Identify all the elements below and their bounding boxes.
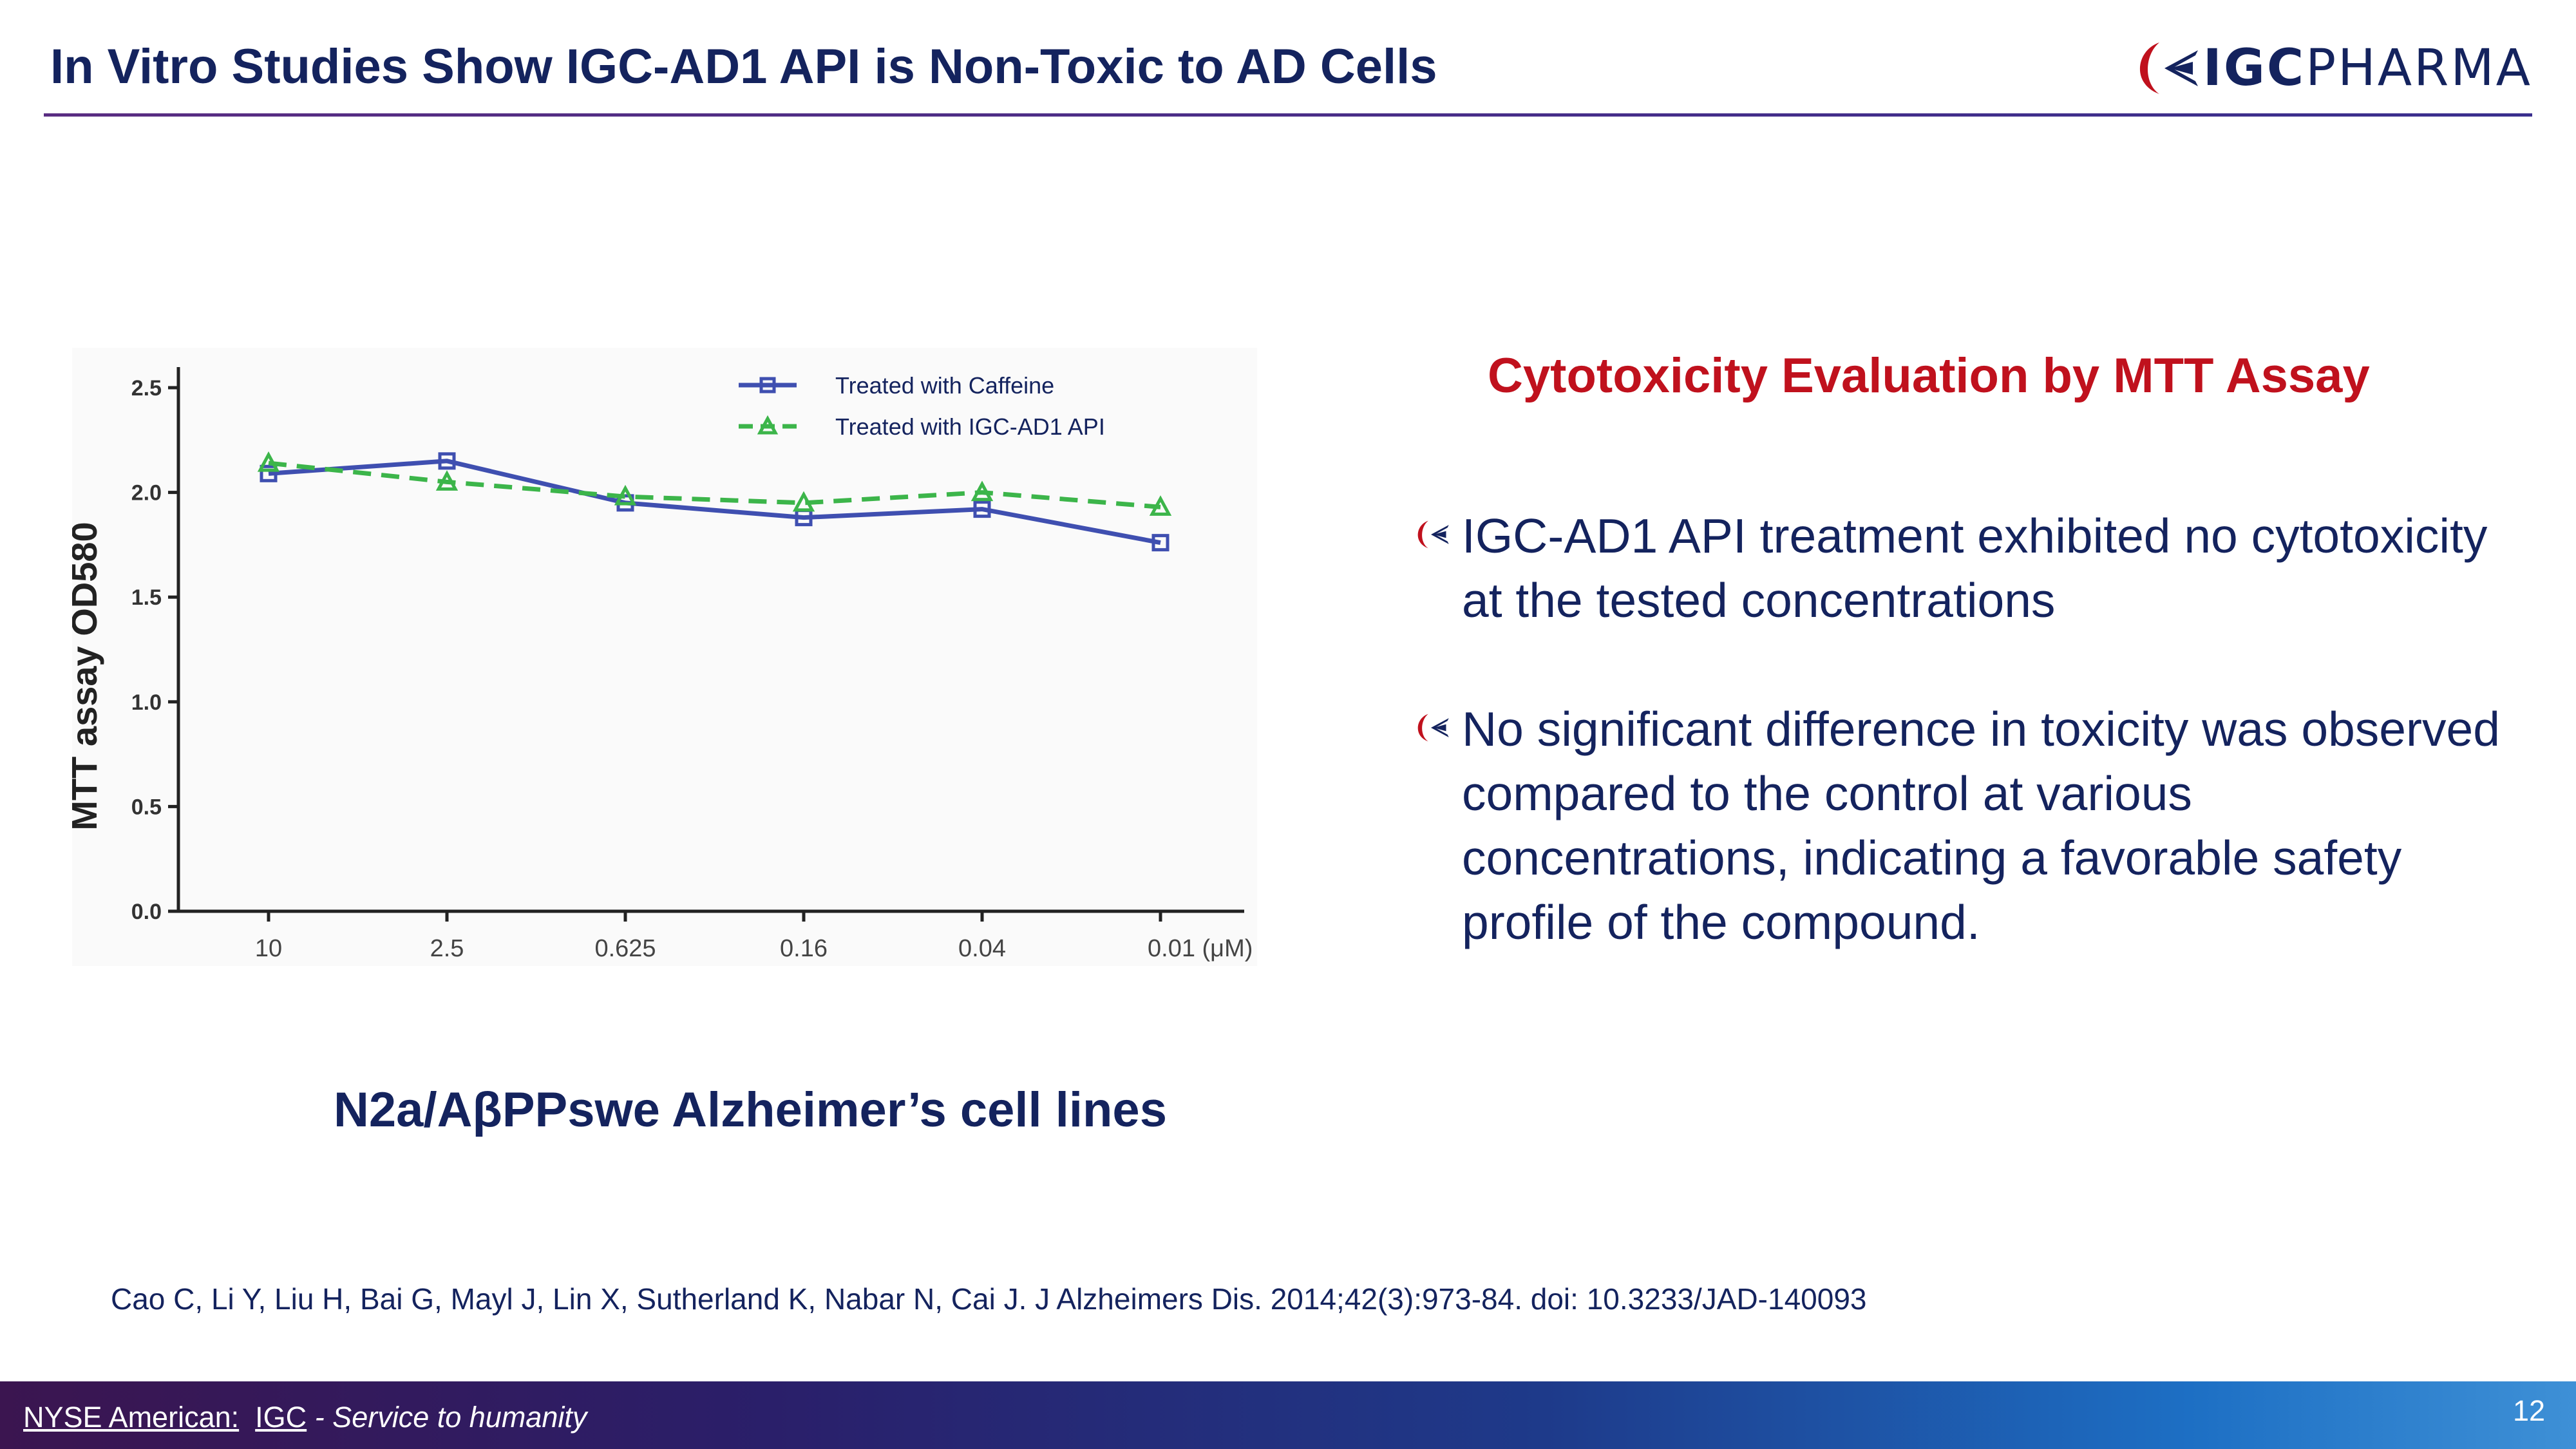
- data-point-caffeine: [260, 464, 278, 482]
- footer-bar: NYSE American: IGC - Service to humanity…: [0, 1381, 2576, 1449]
- series-line-igc-ad1: [268, 460, 1161, 509]
- data-point-caffeine: [438, 452, 456, 470]
- legend-label-caffeine: Treated with Caffeine: [835, 372, 1054, 399]
- logo-text: IGCPHARMA: [2202, 39, 2532, 97]
- data-point-igc-ad1: [435, 470, 459, 491]
- data-point-caffeine: [973, 500, 991, 518]
- y-tick-label: 1.5: [131, 585, 162, 610]
- assay-subtitle: Cytotoxicity Evaluation by MTT Assay: [1488, 348, 2370, 403]
- igc-bullet-icon: [1410, 504, 1462, 632]
- slide-title: In Vitro Studies Show IGC-AD1 API is Non…: [50, 39, 1437, 94]
- data-point-caffeine: [1151, 534, 1170, 552]
- header-divider: [44, 113, 2532, 117]
- data-point-igc-ad1: [971, 480, 994, 502]
- y-axis-label: MTT assay OD580: [72, 522, 104, 830]
- igc-pharma-logo: IGCPHARMA: [2126, 37, 2532, 99]
- page-number: 12: [2512, 1394, 2545, 1427]
- y-tick-label: 1.0: [131, 690, 162, 715]
- data-point-igc-ad1: [257, 451, 280, 472]
- series-line-caffeine: [268, 459, 1161, 545]
- data-point-igc-ad1: [1149, 495, 1172, 516]
- x-tick-label: 0.625: [594, 935, 656, 962]
- bullet-item: IGC-AD1 API treatment exhibited no cytot…: [1410, 504, 2505, 632]
- chart-background: [72, 348, 1257, 966]
- legend-marker-caffeine: [759, 377, 776, 393]
- x-tick-label: 0.01 (μM): [1148, 935, 1253, 962]
- footer-tagline: NYSE American: IGC - Service to humanity: [23, 1401, 587, 1434]
- igc-swoosh-icon: [2139, 43, 2198, 94]
- x-tick-label: 10: [255, 935, 282, 962]
- legend-label-igc-ad1: Treated with IGC-AD1 API: [835, 413, 1105, 440]
- bullet-text: No significant difference in toxicity wa…: [1462, 702, 2500, 949]
- data-point-igc-ad1: [792, 491, 815, 512]
- y-tick-label: 2.5: [131, 376, 162, 401]
- x-tick-label: 0.16: [780, 935, 828, 962]
- citation: Cao C, Li Y, Liu H, Bai G, Mayl J, Lin X…: [111, 1282, 1867, 1316]
- x-tick-label: 0.04: [958, 935, 1006, 962]
- bullet-text: IGC-AD1 API treatment exhibited no cytot…: [1462, 509, 2488, 627]
- mtt-line-chart: 0.0 0.5 1.0 1.5 2.0 2.5 10 2.5 0.625 0.16 0.04 0.01…: [72, 348, 1257, 966]
- y-tick-label: 0.0: [131, 900, 162, 924]
- chart-caption: N2a/AβPPswe Alzheimer’s cell lines: [334, 1083, 1167, 1137]
- y-tick-label: 2.0: [131, 481, 162, 506]
- exchange-link[interactable]: NYSE American:: [23, 1401, 240, 1434]
- ticker-link[interactable]: IGC: [255, 1401, 307, 1434]
- bullet-item: No significant difference in toxicity wa…: [1410, 697, 2505, 954]
- data-point-igc-ad1: [614, 484, 637, 506]
- legend-marker-igc-ad1: [757, 415, 779, 435]
- igc-bullet-icon: [1410, 697, 1462, 954]
- tagline-text: - Service to humanity: [314, 1401, 587, 1434]
- x-tick-label: 2.5: [430, 935, 464, 962]
- y-tick-label: 0.5: [131, 795, 162, 819]
